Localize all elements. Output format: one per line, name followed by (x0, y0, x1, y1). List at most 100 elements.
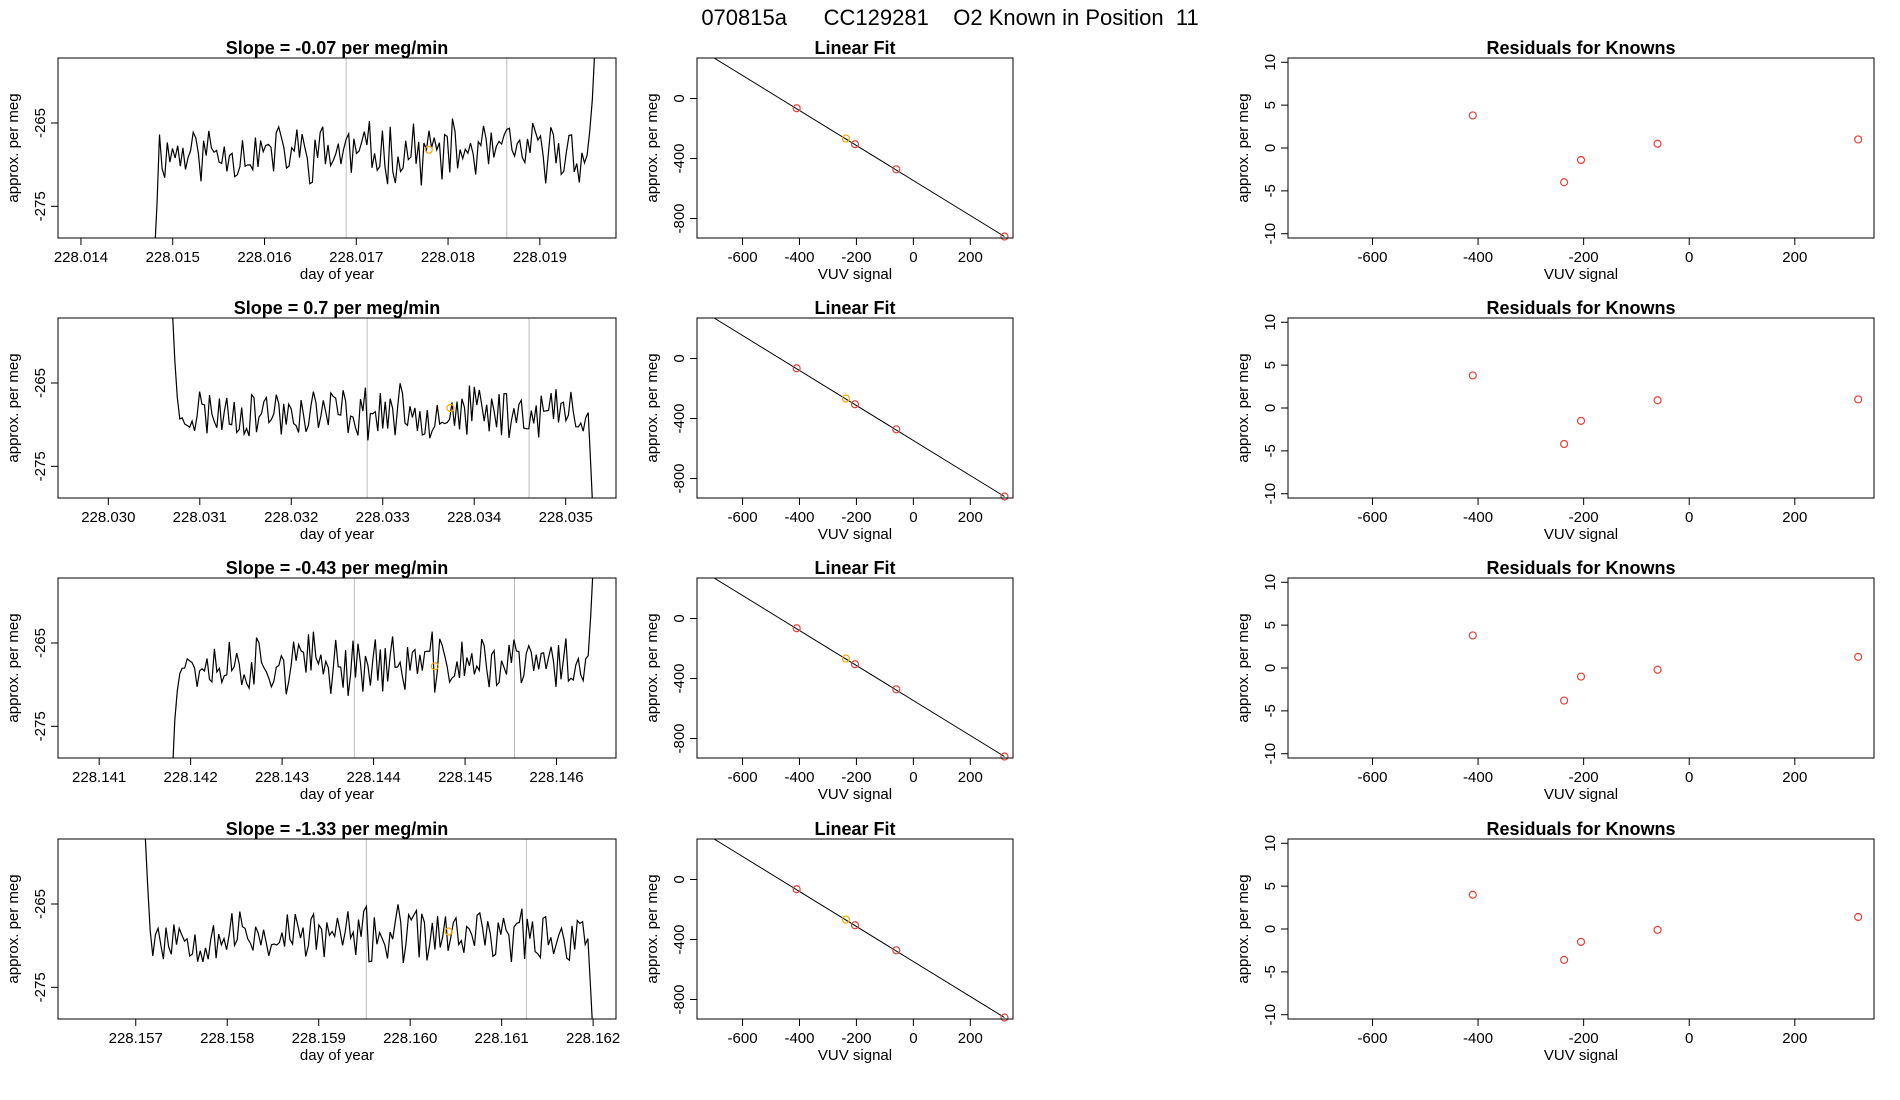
residuals-y-axis-label: approx. per meg (1235, 874, 1252, 983)
residuals-panel: -600 -400 -200 0 200 10 5 0 -5 -10 Residuals for K… (1235, 38, 1875, 283)
timeseries-known-marker (430, 662, 439, 671)
residuals-plot-frame (1287, 838, 1875, 1020)
residual-point (1576, 155, 1586, 165)
linear-fit-panel: -600 -400 -200 0 200 0 -400 -800 Linear Fit VUV s… (644, 558, 1014, 803)
linear-fit-x-tick-label: 200 (958, 249, 983, 266)
residuals-panel: -600 -400 -200 0 200 10 5 0 -5 -10 Residuals for K… (1235, 819, 1875, 1064)
timeseries-x-tick-label: 228.144 (346, 769, 400, 786)
linear-fit-point (792, 624, 801, 633)
linear-fit-point (841, 915, 850, 924)
linear-fit-x-tick-label: -600 (728, 249, 758, 266)
linear-fit-y-axis-label: approx. per meg (644, 353, 661, 462)
residuals-x-tick-label: 0 (1685, 249, 1693, 266)
timeseries-trace-line (144, 839, 593, 1019)
linear-fit-point (892, 946, 901, 955)
timeseries-title: Slope = -1.33 per meg/min (226, 819, 449, 839)
residuals-x-tick-label: -400 (1463, 509, 1493, 526)
linear-fit-title: Linear Fit (814, 558, 895, 578)
timeseries-panel: 228.141 228.142 228.143 228.144 228.145 228.1… (5, 558, 617, 803)
residuals-x-axis-label: VUV signal (1544, 526, 1618, 543)
linear-fit-point (850, 660, 860, 669)
residuals-y-tick-label: -10 (1262, 1004, 1279, 1026)
linear-fit-point (1000, 752, 1009, 761)
residual-point (1576, 416, 1586, 425)
residuals-x-tick-label: -600 (1357, 249, 1387, 266)
timeseries-title: Slope = -0.43 per meg/min (226, 558, 449, 578)
residual-point (1560, 955, 1569, 964)
residuals-x-tick-label: 0 (1685, 1030, 1693, 1047)
timeseries-y-tick-label: -275 (32, 191, 49, 221)
linear-fit-y-axis-label: approx. per meg (644, 874, 661, 983)
timeseries-title: Slope = -0.07 per meg/min (226, 38, 449, 58)
linear-fit-y-tick-label: -800 (671, 723, 688, 753)
timeseries-x-tick-label: 228.017 (329, 249, 383, 266)
residuals-y-tick-label: 0 (1262, 144, 1279, 152)
residual-point (1468, 371, 1477, 380)
linear-fit-point (850, 400, 860, 409)
residual-point (1576, 937, 1586, 946)
linear-fit-point (792, 885, 801, 894)
residuals-x-tick-label: -600 (1357, 1030, 1387, 1047)
timeseries-x-tick-label: 228.030 (81, 509, 135, 526)
linear-fit-regression-line (713, 578, 1005, 757)
residuals-x-tick-label: -200 (1569, 509, 1599, 526)
linear-fit-x-tick-label: -600 (728, 769, 758, 786)
residuals-y-tick-label: 5 (1262, 101, 1279, 109)
timeseries-x-tick-label: 228.019 (513, 249, 567, 266)
timeseries-x-axis-label: day of year (300, 1047, 374, 1064)
timeseries-y-tick-label: -275 (32, 972, 49, 1002)
timeseries-y-axis-label: approx. per meg (5, 93, 22, 202)
linear-fit-point (841, 654, 850, 663)
linear-fit-y-tick-label: -800 (671, 984, 688, 1014)
residual-point (1653, 925, 1662, 934)
linear-fit-x-axis-label: VUV signal (818, 266, 892, 283)
linear-fit-x-axis-label: VUV signal (818, 1047, 892, 1064)
linear-fit-title: Linear Fit (814, 298, 895, 318)
residuals-plot-frame (1287, 57, 1875, 239)
linear-fit-y-tick-label: -400 (671, 924, 688, 954)
linear-fit-point (850, 140, 860, 149)
linear-fit-y-tick-label: -400 (671, 663, 688, 693)
linear-fit-x-tick-label: -400 (784, 249, 814, 266)
timeseries-y-axis-label: approx. per meg (5, 874, 22, 983)
timeseries-panel: 228.157 228.158 228.159 228.160 228.161 228.1… (5, 819, 620, 1064)
timeseries-x-tick-label: 228.031 (173, 509, 227, 526)
linear-fit-x-tick-label: 0 (909, 1030, 917, 1047)
linear-fit-point (792, 104, 801, 113)
linear-fit-x-tick-label: -200 (841, 769, 871, 786)
linear-fit-y-tick-label: 0 (671, 875, 688, 883)
panel-grid: 228.014 228.015 228.016 228.017 228.018 228.0… (5, 38, 1875, 1064)
timeseries-known-marker (446, 403, 455, 413)
timeseries-x-tick-label: 228.160 (383, 1030, 437, 1047)
linear-fit-y-tick-label: -400 (671, 143, 688, 173)
residual-point (1560, 178, 1569, 187)
residuals-x-axis-label: VUV signal (1544, 786, 1618, 803)
residuals-x-tick-label: -400 (1463, 769, 1493, 786)
residuals-y-tick-label: 10 (1262, 54, 1279, 71)
residual-point (1576, 672, 1586, 681)
residuals-x-axis-label: VUV signal (1544, 1047, 1618, 1064)
residuals-y-tick-label: 0 (1262, 404, 1279, 412)
timeseries-x-tick-label: 228.145 (438, 769, 492, 786)
linear-fit-title: Linear Fit (814, 38, 895, 58)
timeseries-y-tick-label: -265 (32, 889, 49, 919)
residuals-panel: -600 -400 -200 0 200 10 5 0 -5 -10 Residuals for K… (1235, 558, 1875, 803)
linear-fit-y-tick-label: 0 (671, 94, 688, 102)
timeseries-y-axis-label: approx. per meg (5, 613, 22, 722)
linear-fit-y-tick-label: 0 (671, 614, 688, 622)
residuals-title: Residuals for Knowns (1486, 558, 1675, 578)
residuals-y-tick-label: -10 (1262, 223, 1279, 245)
timeseries-x-tick-label: 228.142 (164, 769, 218, 786)
timeseries-y-tick-label: -265 (32, 368, 49, 398)
linear-fit-point (892, 685, 901, 694)
residuals-y-tick-label: 10 (1262, 314, 1279, 331)
linear-fit-point (841, 134, 850, 143)
residuals-x-tick-label: -200 (1569, 1030, 1599, 1047)
residuals-panel: -600 -400 -200 0 200 10 5 0 -5 -10 Residuals for K… (1235, 298, 1875, 543)
linear-fit-x-tick-label: -600 (728, 1030, 758, 1047)
timeseries-x-tick-label: 228.141 (72, 769, 126, 786)
timeseries-x-tick-label: 228.157 (109, 1030, 163, 1047)
residuals-y-axis-label: approx. per meg (1235, 93, 1252, 202)
residuals-x-tick-label: -600 (1357, 769, 1387, 786)
linear-fit-x-tick-label: 200 (958, 1030, 983, 1047)
